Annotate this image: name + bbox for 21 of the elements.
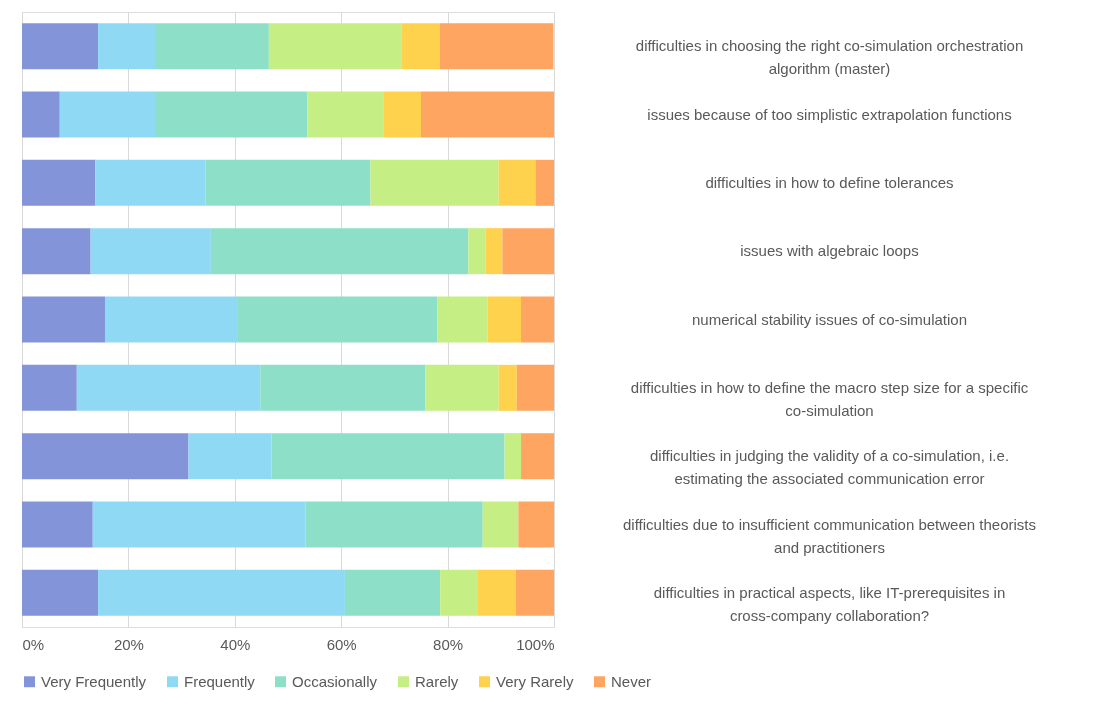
y-tick-label: difficulties in practical aspects, like IT-prerequisites in cross-company collaboration? <box>653 583 1006 624</box>
y-tick-label: issues with algebraic loops <box>740 242 919 260</box>
legend-label: Rarely <box>415 672 459 690</box>
y-tick-label: difficulties due to insufficient communication between theorists and practitioners <box>622 515 1037 556</box>
y-tick-label: difficulties in judging the validity of a co-simulation, i.e. estimating the associated communication error <box>649 447 1010 488</box>
x-tick-label: 60% <box>326 635 357 653</box>
legend-label: Frequently <box>184 672 256 690</box>
y-tick-label: issues because of too simplistic extrapolation functions <box>647 105 1012 123</box>
x-tick-label: 100% <box>516 635 555 653</box>
y-tick-label: numerical stability issues of co-simulation <box>691 310 968 328</box>
x-tick-label: 20% <box>113 635 144 653</box>
legend-label: Very Frequently <box>41 672 147 690</box>
y-tick-label: difficulties in how to define tolerances <box>705 173 954 191</box>
y-tick-label: difficulties in choosing the right co-simulation orchestration algorithm (master) <box>635 37 1024 78</box>
x-tick-label: 80% <box>433 635 464 653</box>
legend-label: Occasionally <box>292 672 378 690</box>
legend-label: Very Rarely <box>496 672 575 690</box>
y-tick-label: difficulties in how to define the macro step size for a specific co-simulation <box>630 378 1029 419</box>
legend-label: Never <box>611 672 652 690</box>
x-tick-label: 0% <box>22 635 45 653</box>
x-tick-label: 40% <box>220 635 251 653</box>
